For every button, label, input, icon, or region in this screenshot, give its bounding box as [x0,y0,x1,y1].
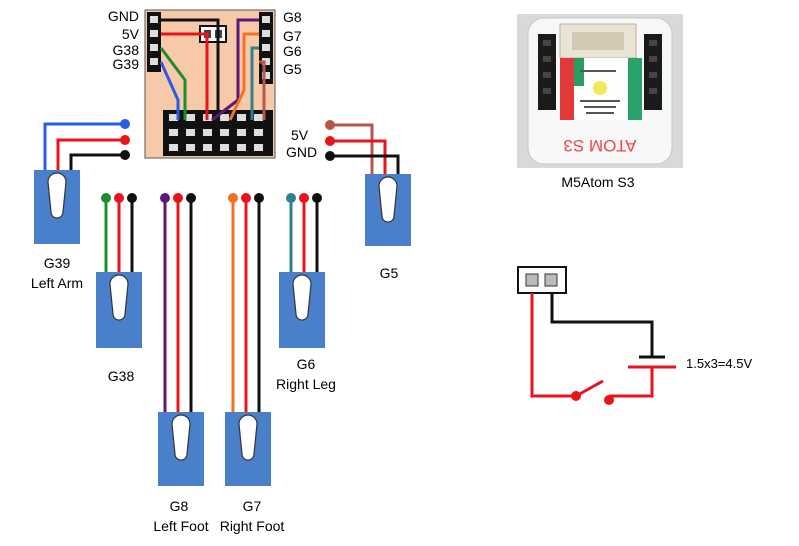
trace-g38 [159,47,187,120]
left-header [147,12,161,72]
pin-label-gnd: GND [108,8,139,24]
servo-g8 [158,412,204,486]
servo-g5-wires [330,123,400,174]
case-logo-text: ATOM S3 [563,136,636,155]
trace-5v [161,32,209,120]
trace-gnd [161,18,220,128]
controller-board: GND 5V G38 G39 G8 G7 G6 G5 5V GND [108,8,317,160]
m5atom-s3-image: ATOM S3 [517,14,683,168]
servo-g6-pin-label: G6 [297,356,316,372]
servo-g5-pin-label: G5 [380,265,399,281]
servo-g39-pin-label: G39 [44,255,71,271]
servo-g39-wires [43,122,125,170]
pin-label-g38: G38 [113,42,140,58]
servo-g6 [279,272,325,348]
wire-negative [550,293,654,356]
pin-label-5v: 5V [122,26,140,42]
switch-contact-a [571,391,581,401]
trace-g5 [259,60,266,120]
trace-g6 [250,46,259,120]
trace-g8 [211,18,259,122]
battery-circuit [517,266,676,405]
servo-g5 [365,174,411,246]
servo-lead-ends [101,193,322,203]
servo-g39-name-label: Left Arm [31,275,83,291]
servo-g8-pin-label: G8 [170,498,189,514]
switch-contact-b [604,395,614,405]
wire-positive [530,293,576,398]
pin-label-g6: G6 [283,43,302,59]
servo-g8-name-label: Left Foot [153,518,208,534]
servo-g7-name-label: Right Foot [220,518,285,534]
pin-label-g39: G39 [113,56,140,72]
pin-label-g5: G5 [283,61,302,77]
servo-g7-pin-label: G7 [243,498,262,514]
trace-g39 [159,61,180,120]
m5atom-caption: M5Atom S3 [561,174,634,190]
servo-g6-name-label: Right Leg [276,376,336,392]
servo-leads [104,198,319,412]
pin-label-g7: G7 [283,28,302,44]
trace-g7 [228,32,259,121]
pin-label-g8: G8 [283,9,302,25]
battery-label: 1.5x3=4.5V [686,356,752,371]
switch-lever [575,379,604,398]
servo-g38-pin-label: G38 [108,368,135,384]
battery-connector [517,266,567,294]
power-label-5v: 5V [291,127,309,143]
power-label-gnd: GND [286,144,317,160]
servo-g7 [225,412,271,486]
servo-g39 [34,170,80,244]
servo-g38 [96,272,142,348]
